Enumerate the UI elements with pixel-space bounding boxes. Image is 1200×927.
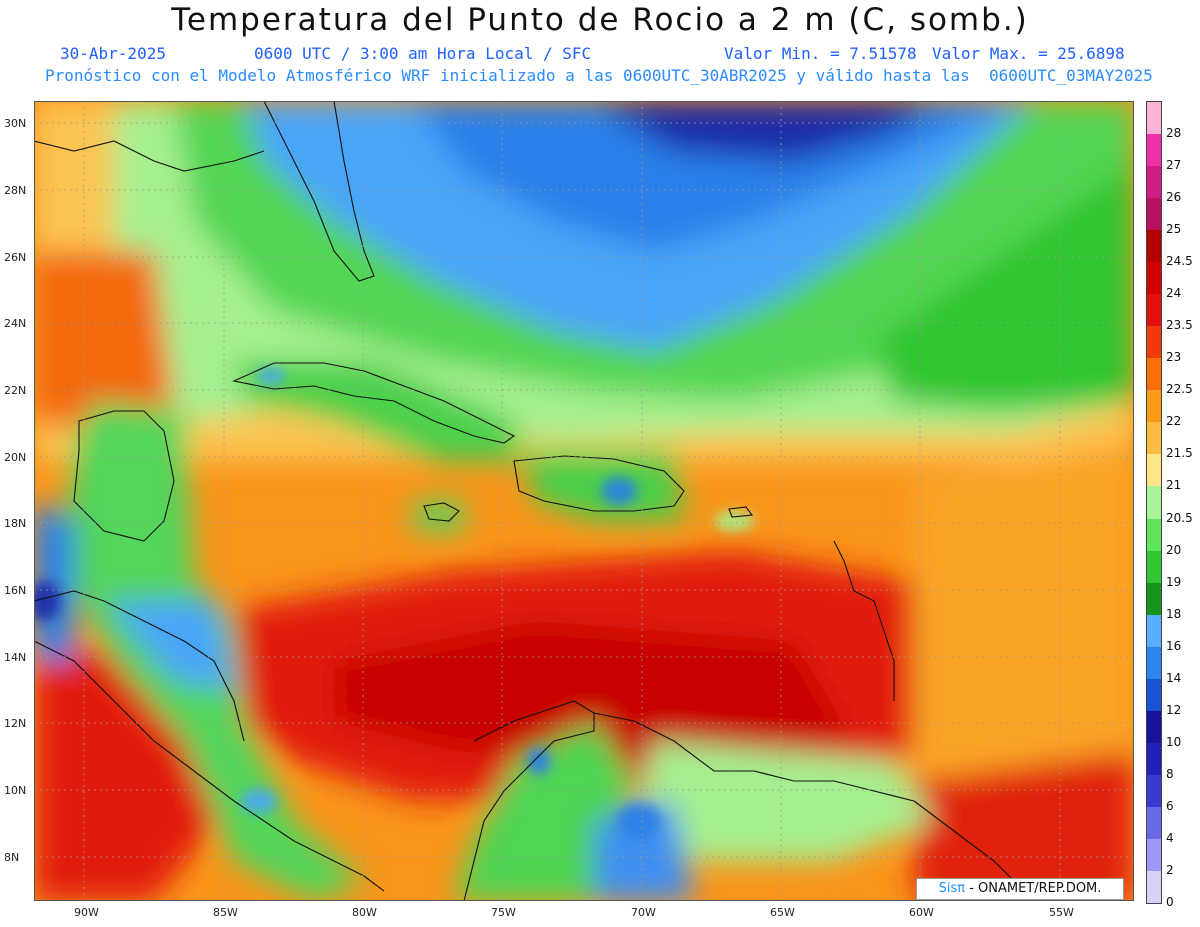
- color-scale-label: 24: [1166, 286, 1182, 301]
- credit-text: - ONAMET/REP.DOM.: [965, 881, 1102, 896]
- color-scale-swatch: [1147, 166, 1161, 199]
- color-scale-label: 27: [1166, 158, 1182, 173]
- color-scale-bar: [1146, 101, 1162, 904]
- color-scale-label: 23.5: [1166, 318, 1193, 333]
- color-scale-label: 20.5: [1166, 510, 1193, 525]
- color-scale-label: 14: [1166, 670, 1182, 685]
- color-scale-swatch: [1147, 454, 1161, 487]
- sispi-logo-text: Sisπ: [938, 881, 966, 896]
- lat-label: 22N: [4, 384, 27, 397]
- color-scale-swatch: [1147, 422, 1161, 455]
- lat-label: 20N: [4, 451, 27, 464]
- color-scale-swatch: [1147, 742, 1161, 776]
- color-scale-label: 20: [1166, 542, 1182, 557]
- forecast-time: 0600 UTC / 3:00 am Hora Local / SFC: [254, 44, 592, 63]
- lat-label: 28N: [4, 184, 27, 197]
- lat-label: 10N: [4, 784, 27, 797]
- color-scale-label: 18: [1166, 606, 1182, 621]
- color-scale-label: 21.5: [1166, 446, 1193, 461]
- color-scale-swatch: [1147, 230, 1161, 263]
- color-scale-swatch: [1147, 870, 1161, 904]
- lon-label: 65W: [770, 906, 795, 919]
- color-scale-swatch: [1147, 486, 1161, 519]
- lon-label: 60W: [909, 906, 934, 919]
- color-scale-label: 0: [1166, 895, 1174, 909]
- lon-label: 70W: [631, 906, 656, 919]
- color-scale-swatch: [1147, 710, 1161, 744]
- lon-label: 75W: [491, 906, 516, 919]
- color-scale-swatch: [1147, 326, 1161, 359]
- color-scale-swatch: [1147, 774, 1161, 808]
- color-scale-label: 22: [1166, 414, 1182, 429]
- lat-label: 12N: [4, 717, 27, 730]
- color-scale-swatch: [1147, 646, 1161, 680]
- color-scale-label: 4: [1166, 830, 1174, 845]
- dewpoint-map: [34, 101, 1134, 901]
- color-scale-swatch: [1147, 806, 1161, 840]
- color-scale-label: 16: [1166, 638, 1182, 653]
- color-scale-label: 24.5: [1166, 254, 1193, 269]
- color-scale-swatch: [1147, 134, 1161, 167]
- lat-label: 14N: [4, 651, 27, 664]
- map-title: Temperatura del Punto de Rocio a 2 m (C,…: [171, 2, 1029, 38]
- color-scale-swatch: [1147, 614, 1161, 648]
- color-scale-label: 10: [1166, 734, 1182, 749]
- max-value: Valor Max. = 25.6898: [932, 44, 1125, 63]
- lat-label: 18N: [4, 517, 27, 530]
- lon-label: 90W: [74, 906, 99, 919]
- color-scale-label: 23: [1166, 350, 1182, 365]
- color-scale-label: 8: [1166, 766, 1174, 781]
- color-scale-label: 25: [1166, 222, 1182, 237]
- color-scale-swatch: [1147, 550, 1161, 584]
- color-scale-label: 21: [1166, 478, 1182, 493]
- color-scale-label: 28: [1166, 126, 1182, 141]
- color-scale-label: 2: [1166, 862, 1174, 877]
- min-value: Valor Min. = 7.51578: [724, 44, 917, 63]
- color-scale-label: 19: [1166, 574, 1182, 589]
- lon-label: 55W: [1049, 906, 1074, 919]
- credit-box: Sisπ - ONAMET/REP.DOM.: [916, 878, 1124, 900]
- lat-label: 24N: [4, 317, 27, 330]
- color-scale-swatch: [1147, 198, 1161, 231]
- color-scale-swatch: [1147, 582, 1161, 616]
- color-scale-label: 26: [1166, 190, 1182, 205]
- lat-label: 26N: [4, 251, 27, 264]
- lat-label: 30N: [4, 117, 27, 130]
- lon-label: 80W: [352, 906, 377, 919]
- color-scale-swatch: [1147, 678, 1161, 712]
- lon-label: 85W: [213, 906, 238, 919]
- forecast-date: 30-Abr-2025: [60, 44, 166, 63]
- color-scale-swatch: [1147, 390, 1161, 423]
- color-scale-swatch: [1147, 518, 1161, 552]
- color-scale-label: 6: [1166, 798, 1174, 813]
- lat-label: 8N: [4, 851, 20, 864]
- color-scale-swatch: [1147, 262, 1161, 295]
- color-scale-swatch: [1147, 294, 1161, 327]
- color-scale-label: 12: [1166, 702, 1182, 717]
- forecast-description: Pronóstico con el Modelo Atmosférico WRF…: [45, 66, 1153, 85]
- color-scale-swatch: [1147, 358, 1161, 391]
- color-scale-label: 22.5: [1166, 382, 1193, 397]
- lat-label: 16N: [4, 584, 27, 597]
- color-scale-swatch: [1147, 102, 1161, 135]
- color-scale-swatch: [1147, 838, 1161, 872]
